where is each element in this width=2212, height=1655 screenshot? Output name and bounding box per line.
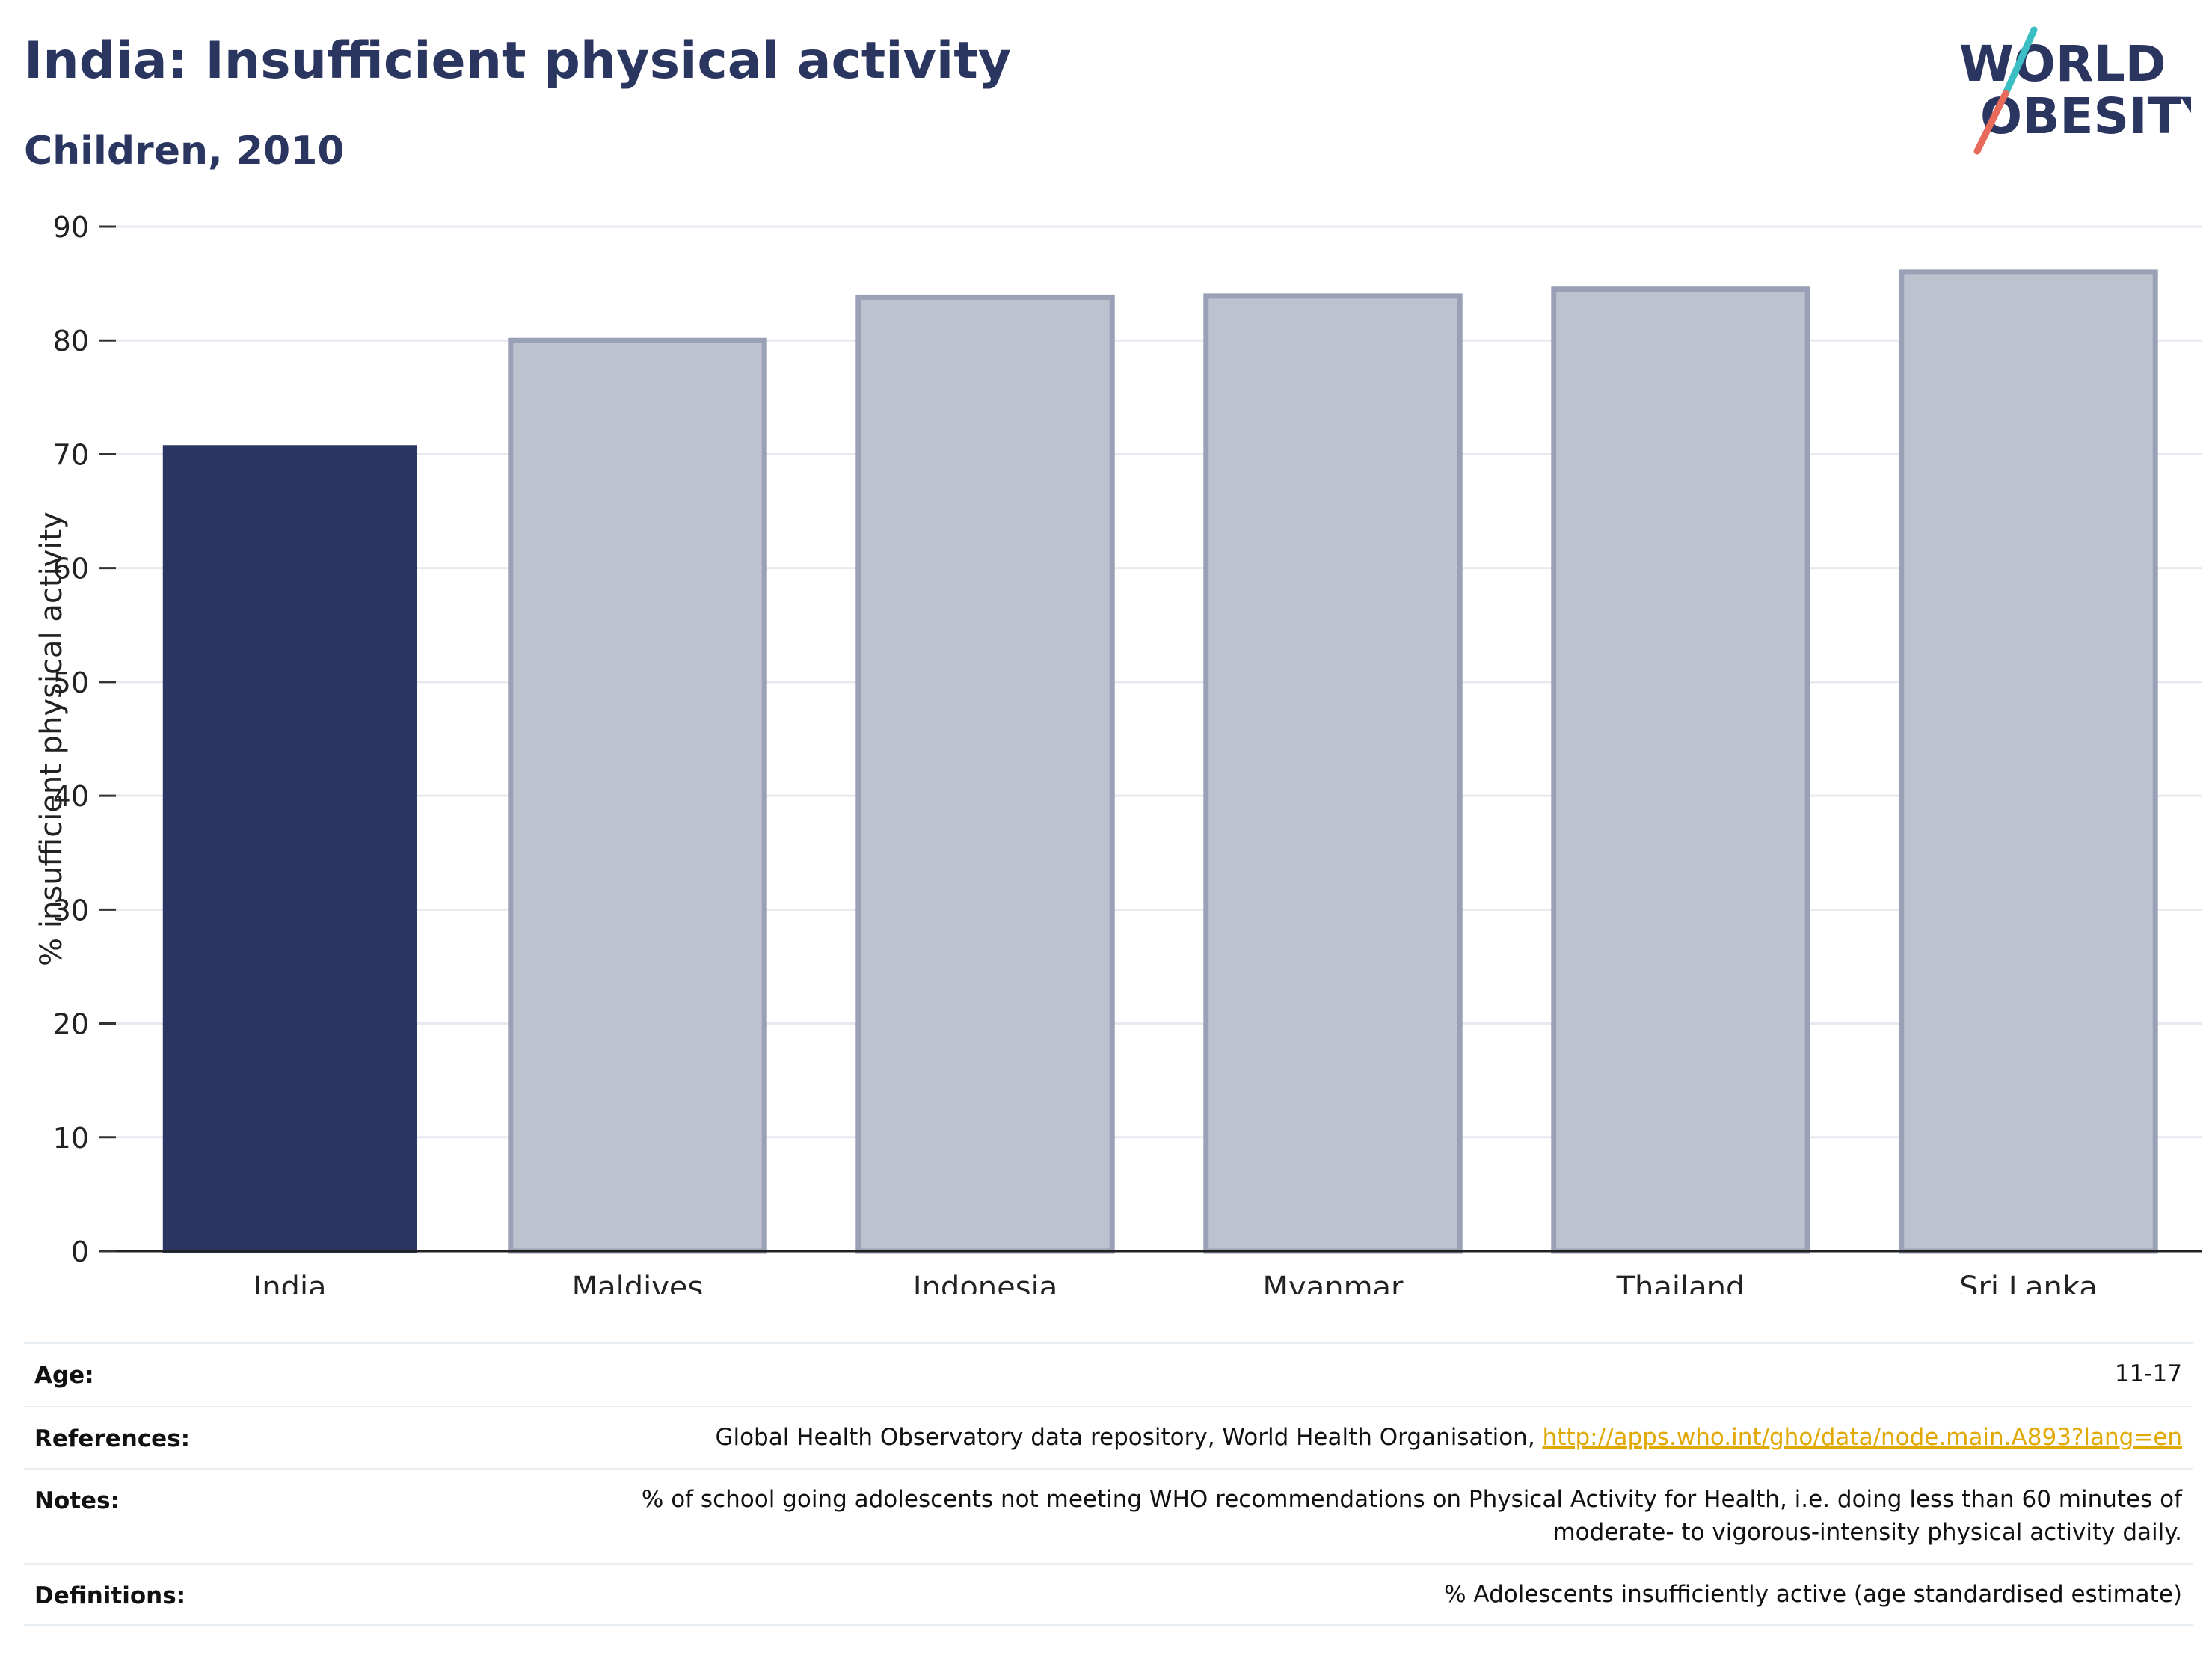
bar-chart: 0 10 20 30 40 50 60 70 80 90 % insufficient physic…	[34, 211, 2202, 1294]
x-tick-label: India	[253, 1271, 326, 1294]
chart-subtitle: Children, 2010	[24, 129, 345, 174]
x-tick-label: Sri Lanka	[1959, 1271, 2098, 1294]
logo-line1: WORLD	[1959, 35, 2166, 93]
bar-maldives	[508, 337, 767, 1254]
bar-myanmar	[1203, 293, 1463, 1254]
meta-value: 11-17	[2114, 1360, 2182, 1387]
y-tick-label: 20	[53, 1008, 89, 1041]
y-tick-label: 70	[53, 438, 89, 471]
meta-label: References:	[34, 1425, 191, 1452]
x-tick-label: Thailand	[1616, 1271, 1745, 1294]
y-tick-label: 50	[53, 666, 89, 699]
x-tick-label: Indonesia	[913, 1271, 1057, 1294]
meta-row: Notes: % of school going adolescents not …	[24, 1468, 2193, 1565]
meta-bottom-border	[24, 1624, 2193, 1626]
meta-value: Global Health Observatory data repositor…	[715, 1424, 2182, 1451]
y-tick-label: 10	[53, 1122, 89, 1155]
y-tick-label: 30	[53, 894, 89, 927]
y-axis-label: % insufficient physical activity	[34, 512, 69, 966]
bar-sri-lanka	[1899, 269, 2158, 1254]
y-tick-label: 40	[53, 780, 89, 813]
chart-title: India: Insufficient physical activity	[24, 31, 1012, 90]
meta-label: Notes:	[34, 1487, 120, 1514]
reference-link[interactable]: http://apps.who.int/gho/data/node.main.A…	[1542, 1424, 2182, 1451]
y-tick-label: 90	[53, 211, 89, 244]
bar-india	[162, 445, 417, 1254]
y-tick-label: 0	[71, 1235, 89, 1268]
meta-value: % Adolescents insufficiently active (age…	[1444, 1581, 2182, 1608]
meta-label: Definitions:	[34, 1582, 186, 1609]
y-tick-label: 60	[53, 553, 89, 586]
y-tick-label: 80	[53, 325, 89, 357]
world-obesity-logo: WORLD OBESITY	[1944, 22, 2212, 157]
meta-label: Age:	[34, 1362, 94, 1389]
logo-line2: OBESITY	[1980, 87, 2191, 145]
meta-value: % of school going adolescents not meetin…	[641, 1486, 2182, 1546]
x-tick-label: Myanmar	[1263, 1271, 1404, 1294]
x-tick-label: Maldives	[572, 1271, 704, 1294]
bar-thailand	[1551, 286, 1810, 1254]
meta-row: Age: 11-17	[24, 1342, 2193, 1407]
meta-row: Definitions: % Adolescents insufficiently…	[24, 1563, 2193, 1626]
bar-indonesia	[855, 294, 1115, 1254]
meta-row: References: Global Health Observatory dat…	[24, 1406, 2193, 1470]
